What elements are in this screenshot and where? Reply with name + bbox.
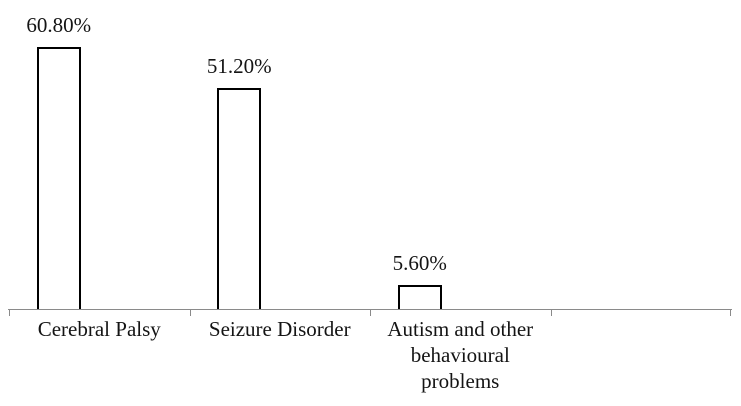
bar-value-label: 51.20% [206,54,272,78]
bar-value-label: 5.60% [392,251,447,275]
category-label: Autism and other behavioural problems [387,317,534,393]
x-axis-tick [370,309,371,316]
x-axis-tick [551,309,552,316]
x-axis-tick [730,309,731,316]
bar-value-label: 60.80% [26,13,92,37]
x-axis-tick [9,309,10,316]
category-label: Cerebral Palsy [37,317,161,341]
bar-cerebral-palsy [36,47,81,309]
category-label: Seizure Disorder [208,317,351,341]
bar-seizure-disorder [217,88,262,309]
bar-autism-and [397,285,442,309]
x-axis-tick [190,309,191,316]
